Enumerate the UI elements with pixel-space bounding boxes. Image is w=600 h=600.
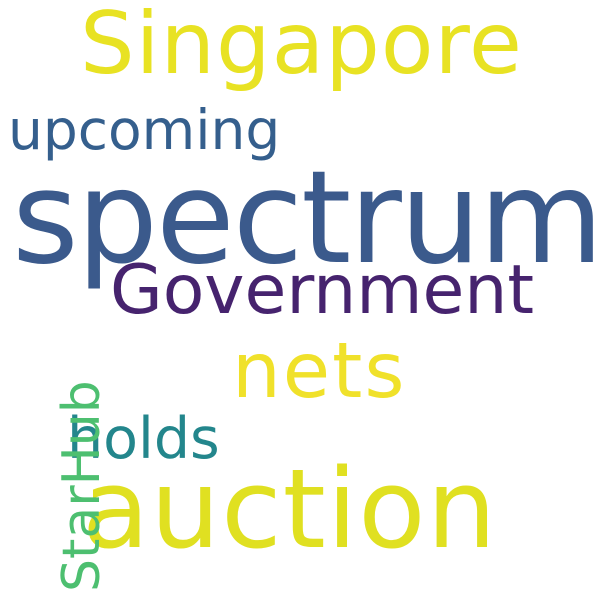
word-singapore: Singapore <box>80 0 523 94</box>
word-government: Government <box>110 251 535 330</box>
word-auction: auction <box>82 445 498 573</box>
word-holds: holds <box>67 406 220 472</box>
word-nets: nets <box>232 327 407 416</box>
word-upcoming: upcoming <box>8 98 281 162</box>
word-spectrum: spectrum <box>12 144 600 293</box>
word-starhub: StarHub <box>52 380 112 592</box>
